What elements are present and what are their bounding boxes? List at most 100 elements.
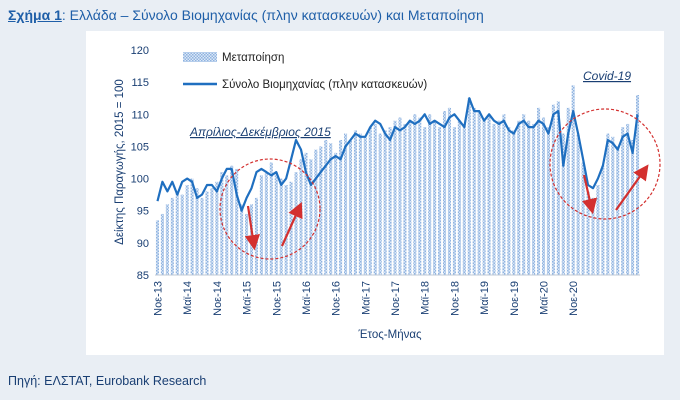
- bar-2: [165, 204, 169, 275]
- y-tick-label-0: 85: [137, 270, 149, 282]
- bar-69: [497, 120, 501, 275]
- bar-21: [259, 175, 263, 275]
- bar-9: [200, 197, 204, 275]
- bar-17: [240, 204, 244, 275]
- bar-20: [254, 197, 258, 275]
- bar-6: [185, 185, 189, 275]
- bar-74: [522, 114, 526, 276]
- x-axis-title: Έτος-Μήνας: [357, 329, 422, 341]
- bar-39: [348, 140, 353, 275]
- legend-swatch-bars: [183, 52, 217, 62]
- bar-56: [433, 120, 437, 275]
- bar-47: [388, 127, 392, 276]
- bar-81: [556, 101, 560, 275]
- bar-54: [423, 127, 427, 276]
- bar-93: [616, 146, 620, 275]
- y-tick-label-3: 100: [131, 174, 149, 186]
- bar-49: [398, 117, 402, 275]
- bar-65: [477, 111, 481, 275]
- bar-12: [215, 181, 219, 275]
- bar-3: [170, 197, 174, 275]
- bar-87: [586, 191, 590, 275]
- x-tick-label-5: Μαϊ-16: [301, 281, 313, 315]
- y-tick-label-4: 105: [131, 141, 149, 153]
- annotation-arrow-down-covid: [582, 174, 598, 215]
- bar-58: [442, 111, 447, 275]
- legend-label-bars: Μεταποίηση: [222, 52, 284, 64]
- source-note: Πηγή: ΕΛΣΤΑΤ, Eurobank Research: [8, 374, 207, 388]
- bar-37: [339, 140, 343, 275]
- annotation-arrow-up-2015: [280, 201, 303, 247]
- y-tick-label-1: 90: [137, 238, 149, 250]
- annotation-circle-2015: [219, 158, 321, 260]
- bar-14: [225, 175, 229, 275]
- chart-svg: 85 90 95 100 105 110 115 120 Νοε-13 Μαϊ-14 Νοε-14 Μ…: [114, 45, 661, 341]
- figure-label: Σχήμα 1: [8, 7, 62, 23]
- figure-title: Σχήμα 1: Ελλάδα – Σύνολο Βιομηχανίας (πλ…: [8, 7, 484, 23]
- bar-75: [527, 120, 531, 275]
- x-tick-label-14: Νοε-20: [568, 281, 580, 316]
- annotation-arrow-down-2015: [244, 205, 260, 251]
- y-axis-title: Δείκτης Παραγωγής, 2015 = 100: [114, 79, 126, 245]
- y-tick-label-6: 115: [131, 77, 149, 89]
- bar-85: [576, 133, 580, 275]
- bar-15: [230, 165, 234, 275]
- bar-62: [462, 123, 466, 275]
- bar-36: [334, 152, 338, 275]
- bar-22: [264, 172, 268, 275]
- bar-5: [180, 194, 184, 275]
- bar-32: [314, 149, 318, 275]
- bar-4: [175, 191, 179, 275]
- bar-60: [452, 127, 456, 276]
- bar-48: [393, 120, 397, 275]
- bar-52: [413, 114, 417, 276]
- bar-40: [353, 130, 357, 275]
- x-tick-label-10: Νοε-18: [449, 281, 461, 316]
- x-tick-label-8: Νοε-17: [390, 281, 402, 316]
- bar-66: [482, 120, 486, 275]
- bar-35: [329, 143, 333, 275]
- x-tick-label-0: Νοε-13: [152, 281, 164, 316]
- bar-8: [195, 188, 199, 275]
- bar-96: [631, 140, 635, 275]
- bar-38: [344, 133, 348, 275]
- bar-67: [487, 114, 491, 276]
- bar-31: [309, 159, 313, 275]
- bar-80: [551, 104, 555, 276]
- bar-77: [537, 107, 541, 275]
- bar-91: [606, 133, 610, 275]
- legend-label-line: Σύνολο Βιομηχανίας (πλην κατασκευών): [222, 79, 427, 91]
- bar-61: [457, 120, 461, 275]
- bar-1: [160, 213, 164, 275]
- bar-23: [269, 162, 273, 275]
- bar-64: [472, 107, 476, 275]
- x-tick-label-11: Μαϊ-19: [479, 281, 491, 315]
- y-tick-label-7: 120: [131, 45, 149, 57]
- bar-10: [205, 191, 209, 275]
- bar-0: [155, 220, 160, 275]
- bar-70: [502, 114, 506, 276]
- bar-34: [324, 140, 328, 275]
- bar-28: [294, 172, 298, 275]
- bar-30: [304, 152, 308, 275]
- bar-68: [492, 123, 496, 275]
- figure-title-text: : Ελλάδα – Σύνολο Βιομηχανίας (πλην κατα…: [61, 7, 484, 23]
- bar-41: [358, 133, 362, 275]
- bar-43: [368, 127, 372, 276]
- bar-82: [561, 133, 565, 275]
- bar-92: [611, 136, 615, 275]
- bar-42: [363, 136, 367, 275]
- series-line-total-industry: [156, 97, 639, 212]
- bar-24: [274, 172, 278, 275]
- bar-50: [403, 123, 407, 275]
- bar-78: [541, 117, 546, 275]
- bar-18: [245, 213, 249, 275]
- x-tick-label-9: Μαϊ-18: [420, 281, 432, 315]
- annotation-arrow-up-covid: [615, 164, 649, 211]
- bar-71: [507, 127, 511, 276]
- bar-44: [373, 123, 377, 275]
- bar-45: [378, 133, 382, 275]
- bar-90: [601, 165, 605, 275]
- bar-57: [438, 127, 442, 276]
- bar-59: [447, 107, 451, 275]
